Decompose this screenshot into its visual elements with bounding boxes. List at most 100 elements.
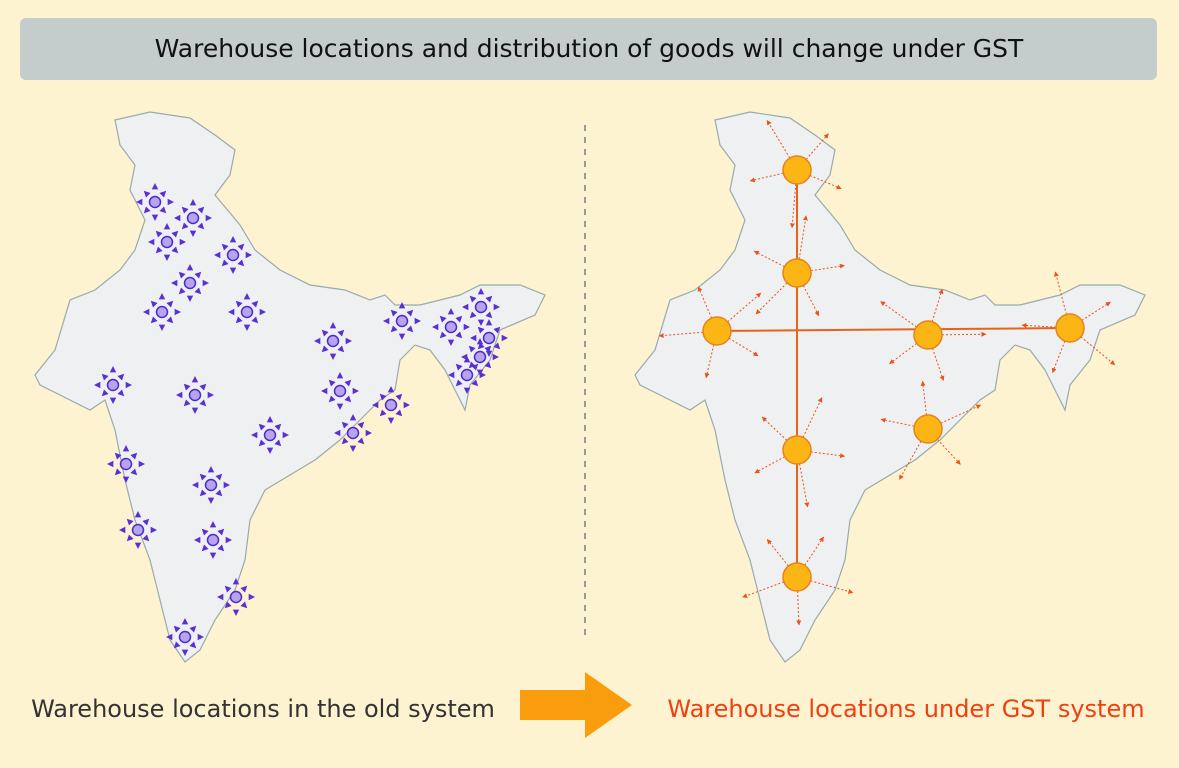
arrow-head xyxy=(395,409,403,417)
old-warehouse xyxy=(166,618,204,656)
arrow-head xyxy=(235,300,243,308)
arrow-head xyxy=(142,534,150,542)
marker xyxy=(206,533,220,547)
arrow-head xyxy=(136,198,143,206)
arrow-head xyxy=(194,536,201,544)
title: Warehouse locations and distribution of … xyxy=(155,34,1024,63)
arrow-head xyxy=(150,300,158,308)
arrow-head xyxy=(266,447,274,454)
arrow-head xyxy=(314,337,321,345)
distribution-arrow xyxy=(766,538,789,567)
arrow-head xyxy=(403,401,410,409)
marker xyxy=(155,305,169,319)
distribution-arrow xyxy=(941,331,987,337)
arrow-head xyxy=(209,552,217,559)
gst-warehouse xyxy=(1021,271,1116,374)
arrow-head xyxy=(390,309,398,317)
arrow-head xyxy=(205,214,212,222)
distribution-arrow xyxy=(755,282,788,315)
arrow-head xyxy=(167,198,174,206)
old-warehouse xyxy=(94,366,132,404)
arrow-head xyxy=(174,308,181,316)
arrow-head xyxy=(178,287,186,295)
arrow-head xyxy=(455,331,463,339)
arrow-head xyxy=(387,417,395,424)
arrow-head xyxy=(337,345,345,353)
arrow-head xyxy=(485,295,493,303)
arrow-head xyxy=(243,324,251,331)
distribution-arrow xyxy=(798,215,808,260)
hub xyxy=(913,414,943,444)
arrow-head xyxy=(259,308,266,316)
arrow-head xyxy=(130,468,138,476)
arrow-head xyxy=(398,302,406,309)
arrow-head xyxy=(266,416,274,423)
arrow-head xyxy=(181,649,189,656)
arrow-head xyxy=(245,251,252,259)
old-warehouse xyxy=(148,223,186,261)
arrow-head xyxy=(240,585,248,593)
old-warehouse xyxy=(176,376,214,414)
arrow-head xyxy=(237,259,245,267)
arrow-head xyxy=(159,206,167,214)
arrow-head xyxy=(126,518,134,526)
arrow-head xyxy=(117,389,125,397)
arrow-head xyxy=(178,271,186,279)
old-warehouse xyxy=(321,372,359,410)
arrow-head xyxy=(357,421,365,429)
title-bar xyxy=(20,18,1157,80)
gst-warehouse xyxy=(658,286,762,379)
distribution-arrow xyxy=(889,342,918,365)
marker xyxy=(226,248,240,262)
distribution-arrow xyxy=(802,397,823,438)
arrow-head xyxy=(501,334,508,342)
marker xyxy=(263,428,277,442)
arrow-head xyxy=(232,578,240,585)
gst-warehouse xyxy=(754,397,846,508)
marker xyxy=(326,334,340,348)
arrow-head xyxy=(209,521,217,528)
distribution-arrow xyxy=(796,590,802,626)
arrow-head xyxy=(455,315,463,323)
old-warehouse xyxy=(251,416,289,454)
arrow-head xyxy=(197,633,204,641)
arrow-head xyxy=(122,445,130,452)
arrow-head xyxy=(199,399,207,407)
distribution-arrow xyxy=(658,331,704,339)
distribution-arrow xyxy=(766,119,791,159)
arrow-head xyxy=(341,421,349,429)
arrow-head xyxy=(337,329,345,337)
old-warehouse xyxy=(461,338,499,376)
marker xyxy=(240,305,254,319)
arrow-head xyxy=(150,526,157,534)
arrow-head xyxy=(155,246,163,254)
arrow-head xyxy=(484,345,492,353)
distribution-arrow xyxy=(810,451,846,459)
arrow-head xyxy=(138,460,145,468)
arrow-head xyxy=(189,625,197,633)
distribution-arrow xyxy=(1081,301,1111,321)
arrow-head xyxy=(398,333,406,340)
arrow-head xyxy=(469,295,477,303)
arrow-head xyxy=(130,452,138,460)
caption-old: Warehouse locations in the old system xyxy=(31,695,495,723)
distribution-arrow xyxy=(799,463,810,508)
distribution-arrow xyxy=(753,250,785,268)
arrow-head xyxy=(477,319,485,326)
marker xyxy=(183,276,197,290)
arrow-head xyxy=(258,439,266,447)
arrow-head xyxy=(179,238,186,246)
arrow-head xyxy=(199,383,207,391)
arrow-head xyxy=(258,423,266,431)
arrow-head xyxy=(243,293,251,300)
arrow-head xyxy=(189,641,197,649)
old-warehouse xyxy=(470,319,508,357)
gst-warehouse xyxy=(880,288,987,381)
arrow-head xyxy=(334,429,341,437)
distribution-arrow xyxy=(728,337,759,357)
old-warehouse xyxy=(383,302,421,340)
trunk-routes xyxy=(716,170,1071,577)
arrow-head xyxy=(107,460,114,468)
arrow-head xyxy=(336,372,344,379)
distribution-arrow xyxy=(742,581,785,598)
